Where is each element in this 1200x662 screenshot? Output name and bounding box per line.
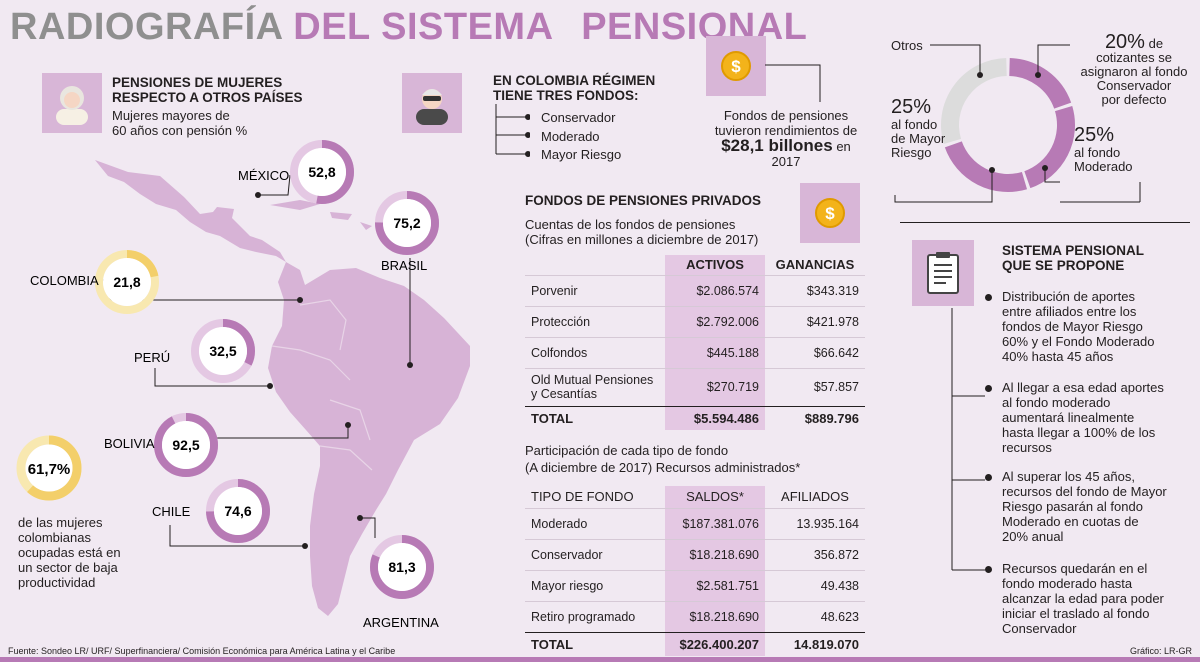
map-caribbean [270, 200, 372, 230]
table-row: Conservador $18.218.690 356.872 [525, 538, 865, 570]
participation-table: TIPO DE FONDO SALDOS* AFILIADOS Moderado… [525, 486, 865, 656]
donut-value-label: 81,3 [388, 559, 415, 575]
svg-text:$: $ [731, 57, 741, 76]
south-america-map: 52,8 75,2 21,8 32,5 92,5 74,6 81,3 MÉXICO BRAS… [16, 140, 470, 630]
returns-amount: $28,1 billones [721, 136, 833, 155]
participation-heading: Participación de cada tipo de fondo [525, 443, 729, 458]
footer-credit: Gráfico: LR-GR [1130, 646, 1193, 656]
funds-table: ACTIVOS GANANCIAS Porvenir $2.086.574 $3… [525, 255, 865, 430]
donut-value-label: 74,6 [224, 503, 251, 519]
donut-slice-conservador [1008, 58, 1072, 110]
donut-slice-moderado [1023, 105, 1075, 189]
regime-list: Conservador Moderado Mayor Riesgo [541, 109, 621, 165]
donut-arc [191, 319, 255, 383]
donut-label-moderado: 25% al fondo Moderado [1074, 124, 1133, 174]
proposal-point-1: Distribución de aportes entre afiliados … [1002, 289, 1155, 364]
col-ganancias: GANANCIAS [775, 257, 855, 273]
country-label-peru: PERÚ [134, 350, 170, 365]
donut-label-otros: Otros [891, 38, 923, 53]
donut-value-label: 32,5 [209, 343, 236, 359]
donut-arc [154, 413, 218, 477]
table-total-row: TOTAL $5.594.486 $889.796 [525, 405, 865, 430]
donut-perú: 32,5 [191, 319, 255, 383]
regime-item: Mayor Riesgo [541, 147, 622, 162]
donut-arc [370, 535, 434, 599]
regime-tree [495, 104, 530, 157]
coin-icon: $ [800, 183, 860, 243]
svg-text:$: $ [825, 204, 835, 223]
proposal-point-2: Al llegar a esa edad aportes al fondo mo… [1002, 380, 1164, 455]
women-heading: PENSIONES DE MUJERES RESPECTO A OTROS PA… [112, 75, 303, 105]
table-row: Porvenir $2.086.574 $343.319 [525, 274, 865, 306]
col-tipo: TIPO DE FONDO [531, 489, 634, 505]
country-label-chile: CHILE [152, 504, 191, 519]
proposal-point-3: Al superar los 45 años, recursos del fon… [1002, 469, 1167, 544]
coin-icon: $ [706, 36, 766, 96]
table-row: Colfondos $445.188 $66.642 [525, 336, 865, 368]
table-row: Retiro programado $18.218.690 48.623 [525, 600, 865, 632]
donut-slice-otros [941, 58, 1008, 145]
table-row: Moderado $187.381.076 13.935.164 [525, 507, 865, 539]
proposal-point-4: Recursos quedarán en el fondo moderado h… [1002, 561, 1164, 636]
col-activos: ACTIVOS [665, 255, 765, 275]
donut-argentina: 81,3 [370, 535, 434, 599]
donut-label-mayor-riesgo: 25% al fondo de Mayor Riesgo [891, 96, 946, 160]
table-total-row: TOTAL $226.400.207 14.819.070 [525, 631, 865, 656]
regime-item: Conservador [541, 110, 616, 125]
donut-arc [290, 140, 354, 204]
country-label-bolivia: BOLIVIA [104, 436, 155, 451]
donut-value-label: 75,2 [393, 215, 420, 231]
country-label-mexico: MÉXICO [238, 168, 289, 183]
donut-label-conservador: 20% de cotizantes se asignaron al fondo … [1080, 31, 1188, 107]
bottom-bar [0, 657, 1200, 662]
women-stat-value: 61,7% [28, 461, 71, 478]
table-row: Mayor riesgo $2.581.751 49.438 [525, 569, 865, 601]
proposal-heading: SISTEMA PENSIONAL QUE SE PROPONE [1002, 243, 1145, 273]
donut-méxico: 52,8 [290, 140, 354, 204]
footer-source: Fuente: Sondeo LR/ URF/ Superfinanciera/… [8, 646, 396, 656]
donut-value-label: 92,5 [172, 437, 199, 453]
map-mexico [95, 160, 286, 262]
donut-brasil: 75,2 [375, 191, 439, 255]
women-subtitle: Mujeres mayores de 60 años con pensión % [112, 108, 248, 138]
donut-arc [95, 250, 159, 314]
regime-item: Moderado [541, 128, 600, 144]
returns-text: Fondos de pensiones tuvieron rendimiento… [714, 108, 858, 169]
map-south-america [268, 262, 470, 616]
clipboard-icon [912, 240, 974, 306]
table-row: Protección $2.792.006 $421.978 [525, 305, 865, 337]
funds-subtitle: Cuentas de los fondos de pensiones (Cifr… [525, 217, 759, 247]
fund-distribution-donut [894, 44, 1141, 203]
col-saldos: SALDOS* [665, 486, 765, 508]
page-title: RADIOGRAFÍA DEL SISTEMA PENSIONAL [10, 6, 808, 48]
table-row: Old Mutual Pensiones y Cesantías $270.719… [525, 367, 865, 406]
women-stat-text: de las mujeres colombianas ocupadas está… [18, 515, 121, 590]
country-label-brasil: BRASIL [381, 258, 427, 273]
donut-value-label: 21,8 [113, 274, 140, 290]
participation-subtitle: (A diciembre de 2017) Recursos administr… [525, 460, 801, 475]
donut-chile: 74,6 [206, 479, 270, 543]
proposal-timeline [951, 308, 985, 571]
country-label-colombia: COLOMBIA [30, 273, 99, 288]
funds-heading: FONDOS DE PENSIONES PRIVADOS [525, 193, 762, 208]
donut-arc [375, 191, 439, 255]
col-afiliados: AFILIADOS [781, 489, 849, 505]
donut-slice-mayor-riesgo [944, 140, 1028, 192]
donut-arc [206, 479, 270, 543]
donut-value-label: 52,8 [308, 164, 335, 180]
man-icon [402, 73, 462, 133]
regime-heading: EN COLOMBIA RÉGIMEN TIENE TRES FONDOS: [493, 73, 656, 103]
country-label-argentina: ARGENTINA [363, 615, 439, 630]
woman-icon [42, 73, 102, 133]
donut-bolivia: 92,5 [154, 413, 218, 477]
donut-colombia: 21,8 [95, 250, 159, 314]
